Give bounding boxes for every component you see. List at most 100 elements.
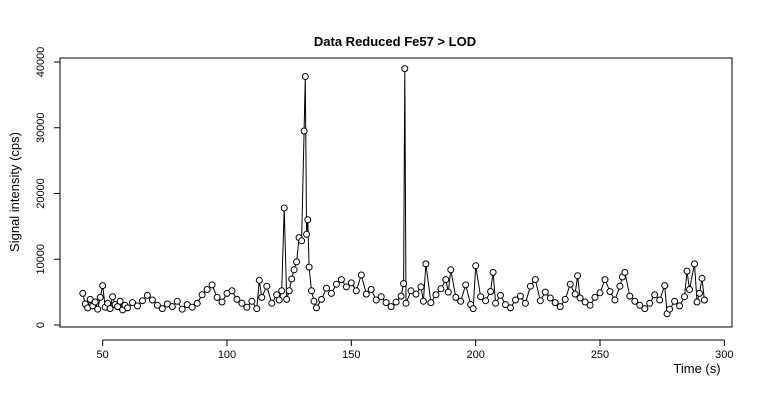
data-point — [437, 285, 445, 293]
data-point — [203, 286, 211, 293]
data-point — [691, 260, 698, 268]
data-point — [318, 295, 325, 303]
data-point — [646, 299, 654, 307]
data-point — [566, 280, 574, 288]
data-point — [596, 289, 604, 297]
data-point — [301, 73, 309, 80]
data-point — [91, 298, 99, 306]
data-point — [417, 283, 425, 291]
data-point — [541, 288, 549, 296]
series-path — [82, 68, 705, 316]
data-point — [153, 301, 161, 309]
data-point — [636, 301, 644, 309]
data-point — [489, 268, 497, 276]
data-point — [303, 230, 311, 238]
data-point — [288, 275, 296, 283]
data-point — [313, 304, 320, 312]
series-points — [79, 65, 708, 318]
data-point — [392, 298, 400, 306]
x-tick-label: 100 — [218, 349, 236, 361]
chart-title: Data Reduced Fe57 > LOD — [314, 34, 476, 49]
data-point — [641, 305, 649, 313]
data-point — [347, 279, 355, 287]
data-point — [611, 296, 619, 304]
data-point — [124, 304, 131, 312]
data-point — [401, 65, 409, 73]
data-point — [109, 293, 117, 301]
data-point — [400, 280, 408, 288]
data-point — [139, 297, 146, 305]
data-point — [178, 305, 186, 313]
data-point — [193, 299, 201, 307]
data-point — [96, 293, 104, 301]
data-point — [591, 293, 599, 301]
data-point — [526, 282, 534, 290]
data-point — [327, 289, 335, 297]
data-point — [323, 284, 330, 292]
data-point — [683, 267, 691, 275]
data-point — [693, 298, 701, 306]
data-point — [116, 297, 124, 305]
data-point — [427, 299, 435, 307]
data-point — [305, 263, 313, 271]
data-point — [422, 260, 430, 268]
data-point — [280, 204, 288, 212]
data-point — [419, 297, 427, 305]
data-point — [382, 299, 390, 307]
data-point — [651, 291, 659, 299]
data-point — [601, 276, 609, 284]
data-point — [310, 297, 318, 305]
data-point — [442, 276, 450, 284]
data-point — [298, 237, 306, 245]
y-tick-label: 0 — [35, 322, 47, 328]
data-point — [696, 289, 703, 297]
data-point — [168, 303, 176, 311]
data-point — [143, 291, 151, 299]
data-point — [574, 272, 582, 280]
data-point — [158, 305, 166, 313]
data-point — [238, 299, 246, 307]
data-point — [432, 291, 440, 299]
x-tick-label: 150 — [342, 349, 360, 361]
data-point — [342, 283, 350, 291]
data-point — [285, 287, 293, 295]
data-point — [444, 288, 452, 296]
data-point — [352, 287, 360, 295]
x-tick-label: 300 — [715, 349, 733, 361]
data-point — [606, 288, 614, 295]
data-point — [576, 294, 584, 302]
data-point — [546, 294, 554, 302]
y-axis: 0 10000 20000 30000 40000 — [35, 47, 61, 328]
data-point — [497, 291, 504, 299]
series-line — [82, 68, 705, 316]
x-tick-label: 200 — [466, 349, 484, 361]
data-point — [397, 292, 405, 300]
data-point — [551, 299, 559, 307]
data-point — [621, 268, 629, 276]
data-point — [372, 296, 380, 304]
x-axis: 50 100 150 200 250 300 — [97, 339, 734, 361]
data-point — [700, 296, 708, 304]
data-point — [283, 295, 291, 303]
y-tick-label: 20000 — [35, 178, 47, 209]
data-point — [698, 274, 706, 282]
plot-frame — [59, 57, 733, 328]
y-axis-label: Signal intensity (cps) — [7, 132, 22, 252]
data-point — [536, 297, 544, 305]
data-point — [208, 281, 216, 289]
data-point — [616, 282, 624, 290]
data-point — [531, 276, 539, 284]
data-point — [457, 297, 465, 305]
y-tick-label: 40000 — [35, 47, 47, 78]
x-tick-label: 50 — [97, 349, 109, 361]
data-point — [357, 271, 365, 279]
data-point — [362, 290, 370, 298]
data-point — [243, 303, 251, 311]
data-point — [218, 298, 226, 306]
data-point — [586, 301, 594, 309]
data-point — [377, 293, 385, 301]
data-point — [676, 302, 684, 310]
x-axis-label: Time (s) — [673, 361, 720, 376]
data-point — [134, 302, 141, 310]
